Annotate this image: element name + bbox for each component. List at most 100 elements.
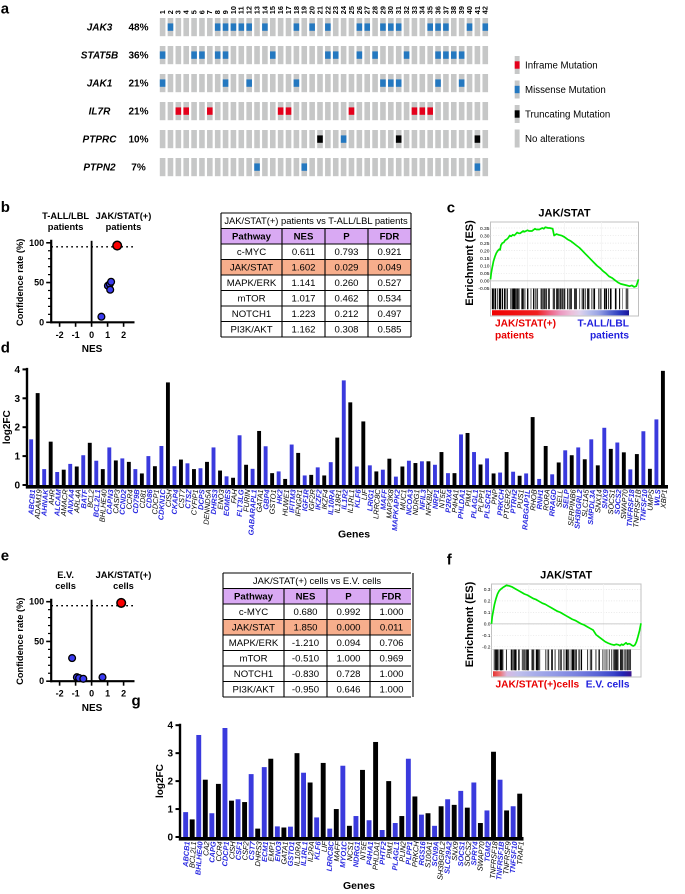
svg-text:-1: -1 bbox=[72, 330, 80, 340]
svg-text:NOTCH1: NOTCH1 bbox=[234, 669, 273, 680]
svg-text:22: 22 bbox=[323, 6, 332, 14]
svg-text:0.20: 0.20 bbox=[480, 249, 490, 255]
svg-text:0: 0 bbox=[89, 330, 94, 340]
svg-text:b: b bbox=[1, 199, 10, 216]
svg-text:AHR: AHR bbox=[47, 488, 57, 506]
svg-text:BCL2L1: BCL2L1 bbox=[187, 841, 198, 868]
svg-text:IGF2R: IGF2R bbox=[307, 488, 318, 511]
svg-text:GSTO1: GSTO1 bbox=[267, 489, 278, 514]
svg-text:CAPG: CAPG bbox=[207, 841, 217, 863]
svg-text:0.728: 0.728 bbox=[336, 669, 360, 680]
svg-text:ABCB1: ABCB1 bbox=[181, 841, 192, 868]
svg-text:29: 29 bbox=[378, 6, 387, 14]
svg-text:CISH: CISH bbox=[227, 840, 237, 859]
svg-text:DCPS: DCPS bbox=[196, 489, 206, 510]
svg-text:0.30: 0.30 bbox=[480, 233, 490, 239]
svg-text:RGS16: RGS16 bbox=[417, 840, 428, 866]
svg-text:NT5E: NT5E bbox=[437, 489, 447, 509]
svg-text:JAK/STAT: JAK/STAT bbox=[538, 208, 590, 220]
svg-text:BCL2: BCL2 bbox=[86, 489, 96, 508]
svg-text:13: 13 bbox=[252, 6, 261, 14]
svg-text:CD81: CD81 bbox=[138, 489, 148, 508]
svg-text:0.646: 0.646 bbox=[336, 685, 360, 696]
svg-text:PIM1: PIM1 bbox=[463, 489, 473, 507]
svg-text:0.921: 0.921 bbox=[377, 247, 401, 258]
svg-text:a: a bbox=[1, 0, 10, 17]
svg-text:0.3: 0.3 bbox=[484, 587, 491, 593]
svg-text:10%: 10% bbox=[128, 135, 148, 146]
svg-text:PTGER2: PTGER2 bbox=[502, 489, 513, 519]
svg-text:CYFIP1: CYFIP1 bbox=[189, 489, 200, 515]
svg-text:1: 1 bbox=[105, 330, 110, 340]
svg-text:PTPN2: PTPN2 bbox=[83, 163, 116, 174]
svg-text:f: f bbox=[447, 552, 453, 569]
svg-text:g: g bbox=[132, 693, 141, 710]
svg-text:7: 7 bbox=[205, 10, 214, 14]
svg-text:PHLDA1: PHLDA1 bbox=[371, 841, 382, 870]
svg-text:ANXA4: ANXA4 bbox=[65, 489, 76, 516]
svg-text:0.497: 0.497 bbox=[377, 309, 401, 320]
svg-text:PUS1: PUS1 bbox=[515, 489, 525, 509]
svg-text:CDCP1: CDCP1 bbox=[220, 841, 231, 867]
svg-text:e: e bbox=[1, 547, 9, 564]
svg-text:PNP: PNP bbox=[490, 489, 500, 505]
svg-text:7%: 7% bbox=[131, 163, 146, 174]
svg-text:1.602: 1.602 bbox=[291, 263, 315, 274]
svg-text:0.462: 0.462 bbox=[334, 294, 358, 305]
svg-text:IKZF4: IKZF4 bbox=[320, 489, 330, 510]
svg-text:36%: 36% bbox=[128, 51, 148, 62]
svg-text:Enrichment (ES): Enrichment (ES) bbox=[464, 220, 476, 306]
svg-text:1.223: 1.223 bbox=[291, 309, 315, 320]
svg-text:GSTO1: GSTO1 bbox=[286, 841, 297, 866]
svg-text:SH3BGRL2: SH3BGRL2 bbox=[435, 841, 447, 880]
svg-text:8: 8 bbox=[213, 10, 222, 14]
svg-text:0.308: 0.308 bbox=[334, 325, 358, 336]
svg-text:0.611: 0.611 bbox=[292, 247, 315, 258]
svg-text:PIM1: PIM1 bbox=[385, 841, 395, 859]
svg-text:9: 9 bbox=[221, 10, 230, 14]
svg-text:-2: -2 bbox=[56, 330, 64, 340]
svg-text:6: 6 bbox=[197, 10, 206, 14]
svg-text:JAK/STAT(+): JAK/STAT(+) bbox=[96, 570, 152, 580]
svg-text:EMP1: EMP1 bbox=[266, 841, 276, 862]
svg-text:TNFRSF18: TNFRSF18 bbox=[625, 488, 637, 527]
svg-text:SMPDL3A: SMPDL3A bbox=[586, 489, 597, 525]
svg-text:HUWE1: HUWE1 bbox=[280, 489, 291, 516]
svg-text:TNFSF10: TNFSF10 bbox=[638, 488, 649, 521]
svg-text:SOCS1: SOCS1 bbox=[606, 489, 617, 515]
svg-text:CKAP4: CKAP4 bbox=[170, 489, 181, 515]
svg-text:0: 0 bbox=[167, 833, 173, 844]
svg-text:TNFRSF1B: TNFRSF1B bbox=[631, 489, 643, 528]
svg-text:SLC29A2: SLC29A2 bbox=[442, 840, 453, 874]
svg-text:BCL2L1: BCL2L1 bbox=[91, 489, 102, 517]
svg-text:TGM2: TGM2 bbox=[482, 840, 492, 862]
svg-text:IL1RL1: IL1RL1 bbox=[299, 841, 310, 866]
svg-text:0.00: 0.00 bbox=[480, 279, 490, 285]
svg-text:30: 30 bbox=[386, 6, 395, 14]
svg-text:MYO1C: MYO1C bbox=[338, 840, 349, 868]
svg-text:19: 19 bbox=[300, 6, 309, 14]
svg-text:MAFF: MAFF bbox=[332, 841, 342, 862]
svg-text:EOMES: EOMES bbox=[222, 489, 233, 516]
svg-text:PRKCH: PRKCH bbox=[410, 840, 421, 867]
svg-text:Missense Mutation: Missense Mutation bbox=[525, 85, 606, 96]
svg-text:TNFSF10: TNFSF10 bbox=[508, 840, 519, 873]
svg-text:LRRC8C: LRRC8C bbox=[371, 488, 382, 519]
svg-text:P4HA1: P4HA1 bbox=[364, 841, 375, 865]
svg-text:JAK1: JAK1 bbox=[87, 79, 113, 90]
svg-text:DHRS3: DHRS3 bbox=[209, 488, 220, 515]
svg-text:2: 2 bbox=[121, 689, 126, 699]
svg-text:0.534: 0.534 bbox=[377, 294, 402, 305]
svg-text:TRAF1: TRAF1 bbox=[515, 841, 526, 865]
svg-text:PI3K/AKT: PI3K/AKT bbox=[232, 685, 274, 696]
svg-text:NES: NES bbox=[82, 703, 103, 714]
svg-text:ECM1: ECM1 bbox=[260, 841, 270, 862]
svg-text:21%: 21% bbox=[128, 107, 148, 118]
svg-text:d: d bbox=[1, 339, 10, 356]
svg-text:1: 1 bbox=[158, 10, 167, 14]
svg-text:CDKN1C: CDKN1C bbox=[156, 488, 167, 520]
svg-text:0.094: 0.094 bbox=[336, 638, 361, 649]
svg-text:1.000: 1.000 bbox=[379, 669, 403, 680]
svg-text:2: 2 bbox=[167, 777, 173, 788]
svg-text:JAK/STAT: JAK/STAT bbox=[230, 263, 273, 274]
